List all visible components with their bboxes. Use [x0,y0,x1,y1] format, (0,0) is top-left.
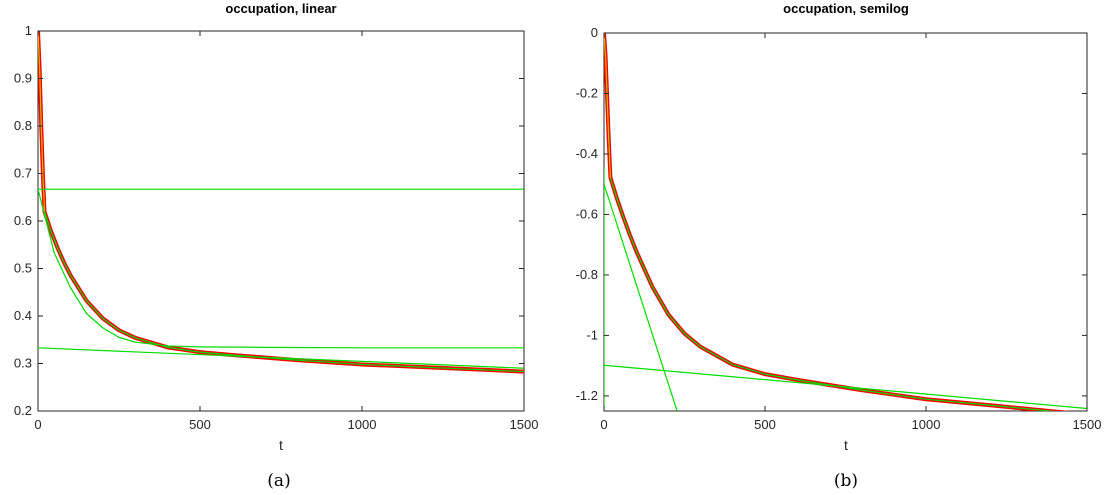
panel-b-x-tick-label-3: 1500 [1073,417,1102,432]
panel-a-x-tick-label-1: 500 [189,417,211,432]
panel-a-x-tick-label-2: 1000 [348,417,377,432]
panel-a-series-4 [38,347,524,369]
panel-b-x-tick-label-1: 500 [754,417,776,432]
panel-b-y-tick-label-0: 0 [591,25,598,40]
panel-a-y-tick-label-2: 0.4 [14,308,32,323]
panel-b-title: occupation, semilog [783,1,909,16]
panel-b-y-tick-label-2: -0.4 [576,146,598,161]
panel-a: occupation, linear 0 500 1000 1500 0.20.30.… [14,1,539,491]
panel-b-y-tick-label-5: -1 [586,327,598,342]
panel-a-axes-box [37,30,525,412]
panel-a-plot-area [38,31,524,374]
panel-b-x-label: t [844,437,848,453]
panel-b-y-tick-label-3: -0.6 [576,206,598,221]
panel-a-x-label: t [279,437,283,453]
panel-a-y-tick-label-6: 0.8 [14,118,32,133]
panel-a-series-0 [38,31,524,374]
panel-b-x-ticks: 0 500 1000 1500 [600,33,1101,432]
panel-a-title: occupation, linear [225,1,336,16]
panel-b-series-1 [604,33,1056,411]
panel-b-y-tick-label-1: -0.2 [576,85,598,100]
panel-a-x-ticks: 0 500 1000 1500 [34,31,538,432]
panel-b-series-2 [604,33,611,179]
panel-a-y-tick-label-0: 0.2 [14,403,32,418]
panel-a-x-tick-label-0: 0 [34,417,41,432]
panel-a-y-tick-label-7: 0.9 [14,71,32,86]
panel-a-series-5 [38,188,524,349]
panel-a-series-2 [38,31,45,212]
panel-b-series-3 [604,364,1087,410]
panel-b-plot-area [604,33,1087,411]
panel-a-y-tick-label-1: 0.3 [14,356,32,371]
panel-a-y-tick-label-8: 1 [25,23,32,38]
panel-b: occupation, semilog 0 500 1000 1500 0 -0.2 -0… [576,1,1102,491]
panel-a-y-tick-label-3: 0.5 [14,261,32,276]
panel-a-series-1 [38,31,524,373]
panel-b-series-4 [604,183,678,411]
panel-a-x-tick-label-3: 1500 [510,417,539,432]
panel-b-axes-box [603,32,1088,412]
panel-a-y-ticks: 0.2 0.3 0.4 0.5 0.6 0.7 0.8 0.9 1 [14,23,524,418]
panel-a-y-tick-label-4: 0.6 [14,213,32,228]
panel-b-x-tick-label-0: 0 [600,417,607,432]
panel-a-y-tick-label-5: 0.7 [14,166,32,181]
panel-b-y-tick-label-6: -1.2 [576,388,598,403]
panel-a-caption: (a) [267,471,290,491]
panel-b-caption: (b) [834,471,858,491]
panel-b-x-tick-label-2: 1000 [912,417,941,432]
panel-b-y-ticks: 0 -0.2 -0.4 -0.6 -0.8 -1 -1.2 [576,25,1087,403]
panel-b-series-0 [604,33,1071,411]
panel-b-y-tick-label-4: -0.8 [576,267,598,282]
